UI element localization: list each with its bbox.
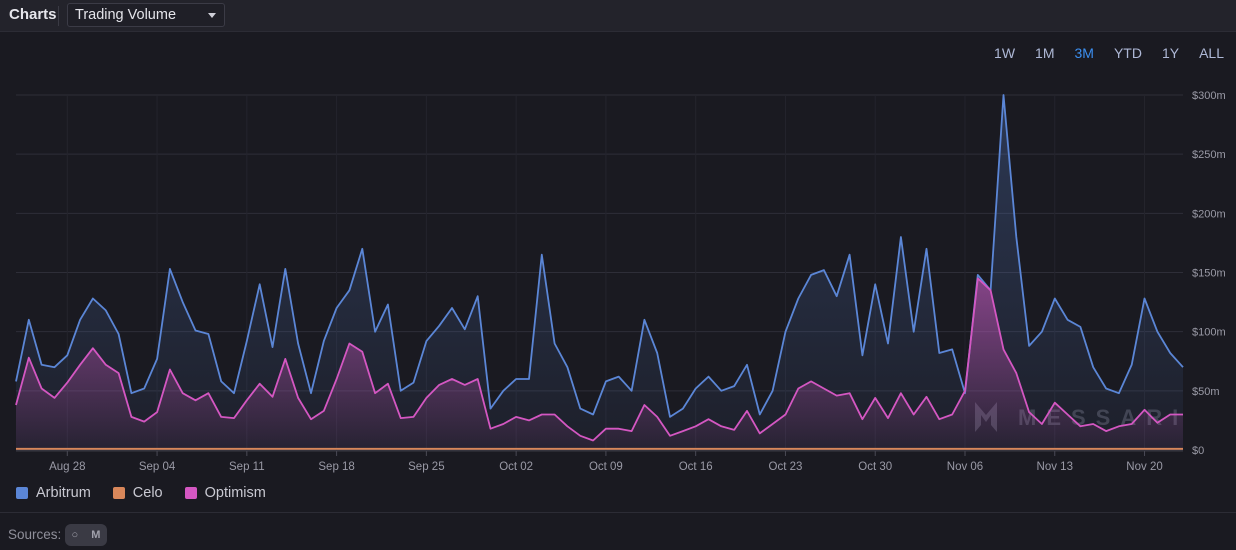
footer-divider <box>0 512 1236 513</box>
y-tick-label: $150m <box>1192 268 1226 280</box>
time-range-selector: 1W 1M 3M YTD 1Y ALL <box>974 45 1224 61</box>
x-tick-label: Sep 18 <box>318 461 354 473</box>
x-tick-label: Oct 09 <box>589 461 623 473</box>
legend-item-arbitrum[interactable]: Arbitrum <box>16 485 91 501</box>
y-tick-label: $50m <box>1192 386 1220 398</box>
legend-label-celo: Celo <box>132 485 163 501</box>
x-tick-label: Nov 13 <box>1037 461 1073 473</box>
source-badges[interactable]: ○ M <box>65 524 107 546</box>
top-bar: Charts Trading Volume <box>0 0 1236 32</box>
range-1w[interactable]: 1W <box>994 45 1016 61</box>
legend-item-optimism[interactable]: Optimism <box>184 485 266 501</box>
x-tick-label: Sep 25 <box>408 461 444 473</box>
source-icon-messari[interactable]: M <box>91 529 101 541</box>
range-ytd[interactable]: YTD <box>1113 45 1142 61</box>
legend-swatch-arbitrum <box>16 487 28 499</box>
trading-volume-chart[interactable]: $0$50m$100m$150m$200m$250m$300mMESSARIAu… <box>0 80 1236 480</box>
x-tick-label: Nov 20 <box>1126 461 1162 473</box>
x-tick-label: Oct 02 <box>499 461 533 473</box>
x-tick-label: Oct 30 <box>858 461 892 473</box>
metric-dropdown[interactable]: Trading Volume <box>67 3 225 27</box>
legend-swatch-celo <box>112 487 125 499</box>
caret-down-icon <box>208 13 216 18</box>
legend-item-celo[interactable]: Celo <box>112 485 163 501</box>
y-tick-label: $100m <box>1192 327 1226 339</box>
range-3m[interactable]: 3M <box>1074 45 1094 61</box>
y-tick-label: $300m <box>1192 90 1226 102</box>
x-tick-label: Aug 28 <box>49 461 85 473</box>
y-tick-label: $250m <box>1192 149 1226 161</box>
y-tick-label: $200m <box>1192 208 1226 220</box>
legend-label-optimism: Optimism <box>204 485 266 501</box>
x-tick-label: Oct 23 <box>769 461 803 473</box>
x-tick-label: Sep 04 <box>139 461 176 473</box>
series-line-optimism <box>15 277 1183 442</box>
chart-legend: Arbitrum Celo Optimism <box>16 485 288 501</box>
legend-swatch-optimism <box>184 487 197 499</box>
x-tick-label: Oct 16 <box>679 461 713 473</box>
series-area-arbitrum <box>16 95 1183 450</box>
range-1y[interactable]: 1Y <box>1161 45 1180 61</box>
charts-title: Charts <box>9 6 57 23</box>
series-area-optimism <box>16 278 1183 450</box>
metric-dropdown-value: Trading Volume <box>75 7 177 23</box>
range-all[interactable]: ALL <box>1199 45 1224 61</box>
x-tick-label: Nov 06 <box>947 461 983 473</box>
y-tick-label: $0 <box>1192 445 1204 457</box>
sources-label: Sources: <box>8 527 62 542</box>
legend-label-arbitrum: Arbitrum <box>36 485 91 501</box>
header-divider <box>58 6 59 26</box>
range-1m[interactable]: 1M <box>1035 45 1055 61</box>
x-tick-label: Sep 11 <box>229 461 265 473</box>
source-icon-1[interactable]: ○ <box>71 529 79 541</box>
